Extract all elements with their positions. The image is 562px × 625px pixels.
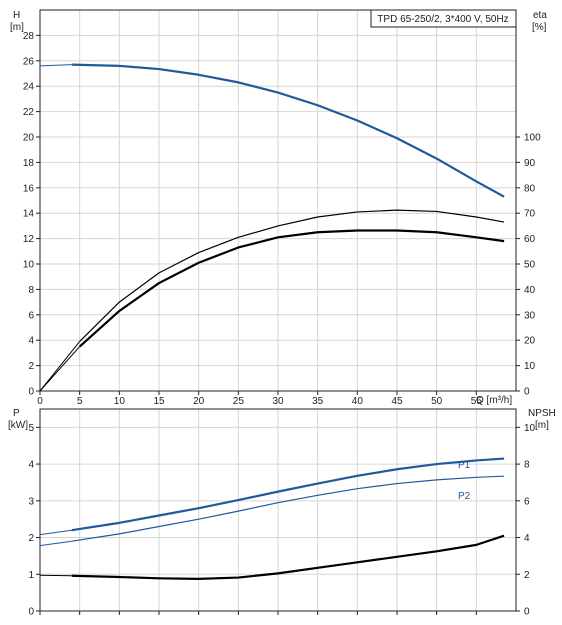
power-series-0-line xyxy=(71,457,505,532)
head-right-tick-label: 30 xyxy=(524,310,536,321)
power-right-tick-label: 2 xyxy=(524,570,530,581)
head-series-1-line xyxy=(78,229,505,348)
head-axis-unit: [m] xyxy=(10,22,24,33)
power-series-1-line xyxy=(71,475,505,542)
power-series-2-line xyxy=(71,534,505,580)
head-series-0-extrapolation xyxy=(39,64,72,67)
power-left-tick-label: 1 xyxy=(28,570,34,581)
head-right-tick-label: 80 xyxy=(524,183,536,194)
power-series-0-extrapolation xyxy=(39,529,72,536)
flow-tick-label: 45 xyxy=(391,396,403,407)
series-label-p2: P2 xyxy=(458,491,471,502)
eta-axis-label: eta xyxy=(533,10,547,21)
flow-tick-label: 50 xyxy=(431,396,443,407)
flow-tick-label: 20 xyxy=(193,396,205,407)
power-left-tick-label: 2 xyxy=(28,533,34,544)
head-right-tick-label: 10 xyxy=(524,361,536,372)
head-right-tick-label: 20 xyxy=(524,336,536,347)
eta-axis-unit: [%] xyxy=(532,22,547,33)
head-right-tick-label: 100 xyxy=(524,133,541,144)
head-series-2-extrapolation xyxy=(39,341,81,392)
power-right-tick-label: 10 xyxy=(524,423,536,434)
head-left-tick-label: 20 xyxy=(23,133,35,144)
head-efficiency-chart: 0246810121416182022242628010203040506070… xyxy=(10,9,547,407)
power-axis-label: P xyxy=(13,408,20,419)
power-right-tick-label: 0 xyxy=(524,607,530,618)
flow-tick-label: 30 xyxy=(272,396,284,407)
power-left-tick-label: 5 xyxy=(28,423,34,434)
head-series-2-line xyxy=(79,209,505,342)
head-left-tick-label: 8 xyxy=(28,285,34,296)
head-left-tick-label: 18 xyxy=(23,158,35,169)
head-right-tick-label: 90 xyxy=(524,158,536,169)
head-right-tick-label: 50 xyxy=(524,260,536,271)
power-right-tick-label: 4 xyxy=(524,533,530,544)
head-series-0-line xyxy=(71,63,505,198)
head-left-tick-label: 0 xyxy=(28,387,34,398)
head-left-tick-label: 28 xyxy=(23,31,35,42)
power-left-tick-label: 3 xyxy=(28,496,34,507)
head-axis-label: H xyxy=(13,10,20,21)
power-left-tick-label: 0 xyxy=(28,607,34,618)
flow-tick-label: 55 xyxy=(471,396,483,407)
flow-tick-label: 15 xyxy=(153,396,165,407)
flow-tick-label: 40 xyxy=(352,396,364,407)
head-right-tick-label: 40 xyxy=(524,285,536,296)
flow-tick-label: 35 xyxy=(312,396,324,407)
power-right-tick-label: 6 xyxy=(524,496,530,507)
power-axis-unit: [kW] xyxy=(8,420,28,431)
flow-axis-label: Q [m³/h] xyxy=(476,395,512,406)
power-series-1-extrapolation xyxy=(39,540,72,547)
series-label-p1: P1 xyxy=(458,460,471,471)
flow-tick-label: 25 xyxy=(233,396,245,407)
head-left-tick-label: 16 xyxy=(23,183,35,194)
head-left-tick-label: 6 xyxy=(28,310,34,321)
power-right-tick-label: 8 xyxy=(524,460,530,471)
flow-tick-label: 0 xyxy=(37,396,43,407)
head-left-tick-label: 26 xyxy=(23,56,35,67)
npsh-axis-unit: [m] xyxy=(535,420,549,431)
head-left-tick-label: 4 xyxy=(28,336,34,347)
head-left-tick-label: 10 xyxy=(23,260,35,271)
head-series-1-extrapolation xyxy=(39,346,81,392)
chart-title: TPD 65-250/2, 3*400 V, 50Hz xyxy=(377,14,508,25)
head-left-tick-label: 22 xyxy=(23,107,35,118)
power-series-2-extrapolation xyxy=(39,574,72,577)
head-left-tick-label: 14 xyxy=(23,209,35,220)
power-left-tick-label: 4 xyxy=(28,460,34,471)
chart-title-box xyxy=(370,9,517,28)
head-left-tick-label: 12 xyxy=(23,234,35,245)
head-left-tick-label: 24 xyxy=(23,82,35,93)
power-npsh-chart: 0 1 2 3 4 5 0 2 4 6 8 10 P [kW] NPSH [m] P1 P2 xyxy=(8,408,556,618)
head-right-tick-label: 70 xyxy=(524,209,536,220)
flow-tick-label: 10 xyxy=(114,396,126,407)
head-right-tick-label: 60 xyxy=(524,234,536,245)
flow-tick-label: 5 xyxy=(77,396,83,407)
head-left-tick-label: 2 xyxy=(28,361,34,372)
head-right-tick-label: 0 xyxy=(524,387,530,398)
npsh-axis-label: NPSH xyxy=(528,408,556,419)
